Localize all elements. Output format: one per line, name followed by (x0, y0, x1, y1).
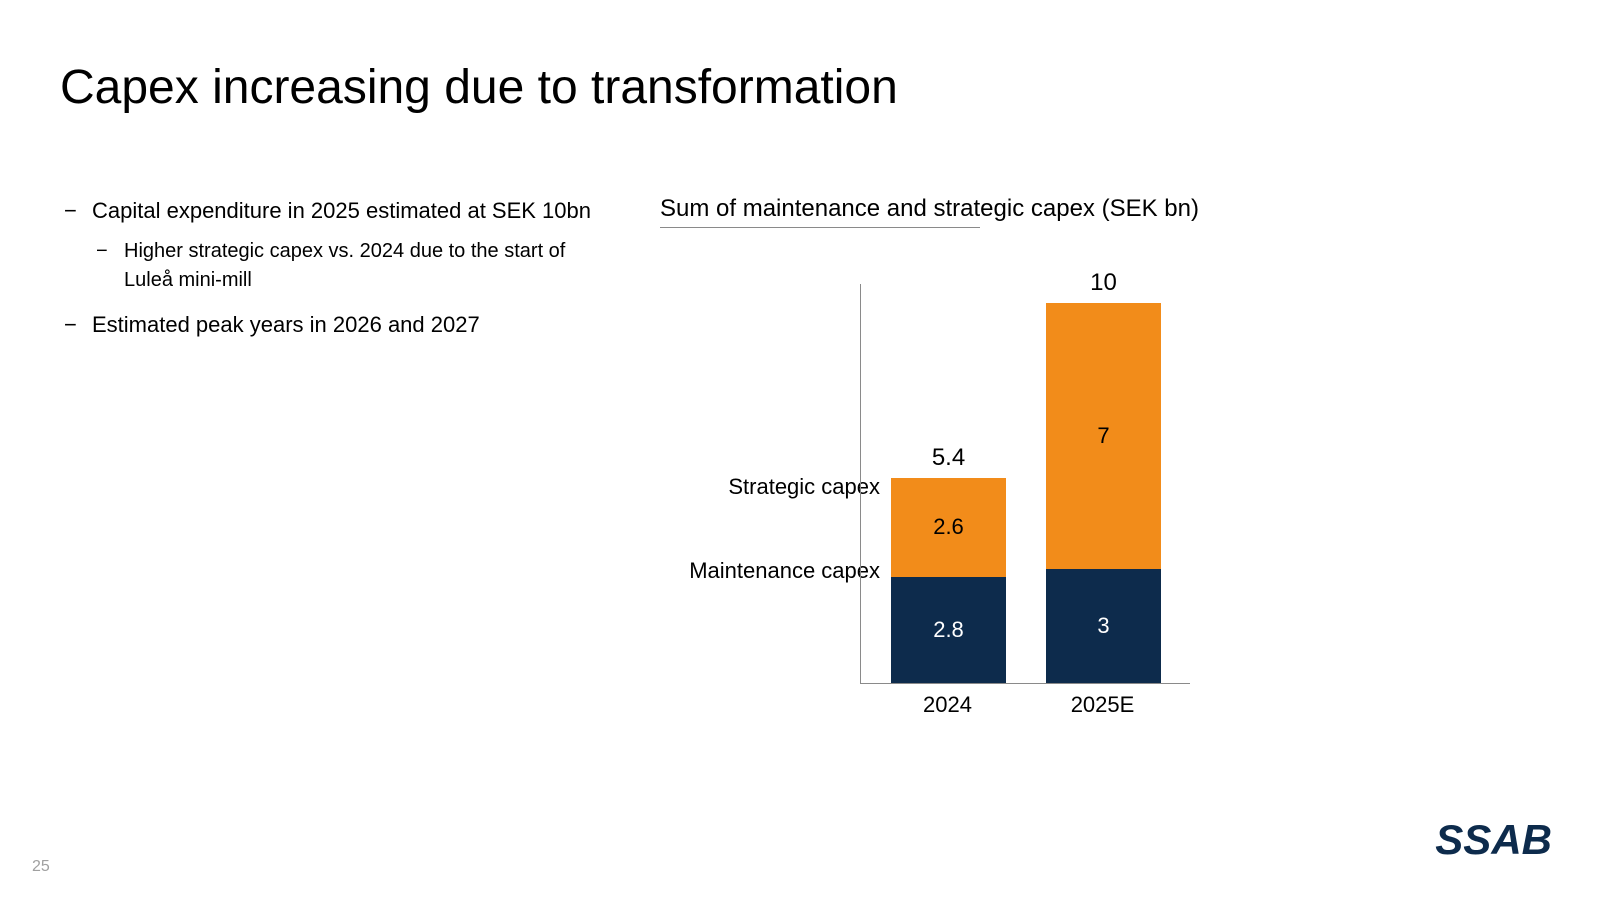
bar-segment-strategic: 2.6 (891, 478, 1006, 577)
bullet-list: Capital expenditure in 2025 estimated at… (60, 195, 600, 341)
x-label: 2025E (1045, 692, 1160, 718)
bar-group: 7310 (1046, 303, 1161, 683)
bar-segment-maintenance: 3 (1046, 569, 1161, 683)
chart-column: Sum of maintenance and strategic capex (… (620, 195, 1540, 355)
series-label-strategic: Strategic capex (680, 474, 880, 500)
page-number: 25 (32, 858, 50, 876)
bullet-column: Capital expenditure in 2025 estimated at… (60, 195, 620, 355)
chart-container: Sum of maintenance and strategic capex (… (660, 195, 1220, 718)
bullet-item: Estimated peak years in 2026 and 2027 (60, 309, 600, 341)
chart-title: Sum of maintenance and strategic capex (… (660, 195, 1220, 223)
bars-region: 2.62.85.47310 (860, 284, 1190, 684)
bullet-text: Capital expenditure in 2025 estimated at… (92, 198, 591, 223)
bar-segment-strategic: 7 (1046, 303, 1161, 569)
company-logo: SSAB (1435, 816, 1552, 864)
bullet-text: Estimated peak years in 2026 and 2027 (92, 312, 480, 337)
sub-bullet-list: Higher strategic capex vs. 2024 due to t… (92, 237, 600, 295)
slide-title: Capex increasing due to transformation (60, 60, 1540, 115)
slide: Capex increasing due to transformation C… (0, 0, 1600, 900)
series-label-maintenance: Maintenance capex (680, 558, 880, 584)
bar-total-label: 5.4 (891, 444, 1006, 472)
x-axis-labels: 2024 2025E (860, 688, 1190, 718)
bar-total-label: 10 (1046, 269, 1161, 297)
content-row: Capital expenditure in 2025 estimated at… (60, 195, 1540, 355)
bar-segment-maintenance: 2.8 (891, 577, 1006, 683)
sub-bullet-item: Higher strategic capex vs. 2024 due to t… (92, 237, 600, 295)
bar-group: 2.62.85.4 (891, 478, 1006, 683)
chart-title-underline (660, 227, 980, 228)
x-label: 2024 (890, 692, 1005, 718)
chart-plot-area: Strategic capex Maintenance capex 2.62.8… (660, 258, 1220, 718)
bullet-item: Capital expenditure in 2025 estimated at… (60, 195, 600, 295)
